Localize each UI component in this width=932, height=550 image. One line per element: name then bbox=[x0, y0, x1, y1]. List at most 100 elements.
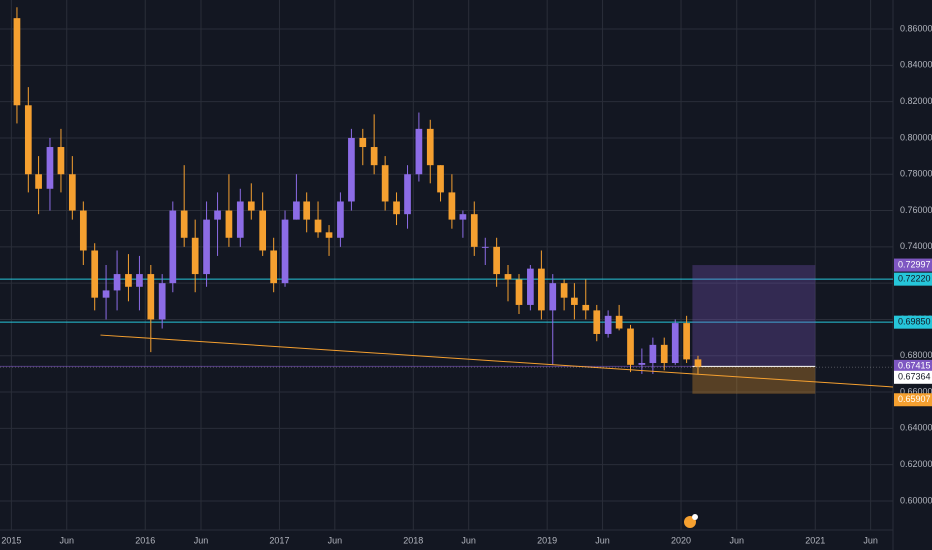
candle-body bbox=[136, 274, 143, 287]
candle bbox=[527, 265, 534, 311]
x-tick-label: 2019 bbox=[537, 535, 557, 545]
candle-body bbox=[527, 268, 534, 305]
candle-body bbox=[214, 210, 221, 220]
y-tick-label: 0.66000 bbox=[900, 386, 932, 396]
x-tick-label: 2021 bbox=[805, 535, 825, 545]
candle-body bbox=[314, 219, 322, 233]
x-tick-label: Jun bbox=[863, 535, 878, 545]
trendline bbox=[100, 334, 894, 388]
candle bbox=[147, 265, 155, 353]
candle-body bbox=[649, 344, 657, 364]
candle bbox=[694, 355, 702, 374]
candle-body bbox=[281, 219, 289, 284]
candle bbox=[325, 225, 333, 256]
candle-body bbox=[79, 210, 87, 251]
candle-body bbox=[381, 165, 389, 202]
candle-body bbox=[683, 323, 690, 360]
candle bbox=[415, 112, 423, 182]
candle bbox=[125, 254, 132, 302]
candle bbox=[459, 210, 467, 238]
candle bbox=[259, 192, 267, 256]
candle-body bbox=[57, 147, 65, 175]
y-tick-label: 0.60000 bbox=[900, 495, 932, 505]
x-tick-label: Jun bbox=[328, 535, 343, 545]
candle bbox=[571, 283, 578, 320]
candle-body bbox=[560, 283, 568, 298]
candle bbox=[225, 174, 233, 247]
candle-body bbox=[694, 359, 702, 367]
candle-body bbox=[158, 283, 166, 320]
candle-body bbox=[604, 315, 612, 334]
candle bbox=[671, 319, 679, 365]
candle bbox=[348, 128, 355, 211]
candle bbox=[404, 165, 411, 229]
candle bbox=[493, 237, 500, 287]
stop-label: 0.65907 bbox=[898, 394, 931, 404]
candle bbox=[214, 192, 221, 256]
stop-label-bg bbox=[894, 393, 932, 407]
candle-body bbox=[293, 201, 300, 220]
x-tick-label: 2020 bbox=[671, 535, 691, 545]
candle-body bbox=[91, 250, 99, 298]
candle-body bbox=[582, 304, 590, 311]
candle bbox=[683, 315, 690, 364]
candle-body bbox=[481, 246, 489, 248]
target-label-bg bbox=[894, 258, 932, 272]
candle-body bbox=[359, 137, 367, 148]
entry-label: 0.67415 bbox=[898, 361, 931, 371]
candle-body bbox=[459, 214, 467, 220]
candle-body bbox=[325, 232, 333, 238]
candle bbox=[604, 310, 612, 338]
candle bbox=[191, 219, 199, 293]
candle-body bbox=[348, 137, 355, 202]
candle bbox=[504, 265, 512, 302]
logo bbox=[684, 514, 698, 528]
candle bbox=[68, 156, 76, 220]
candle-body bbox=[426, 128, 434, 166]
candle bbox=[79, 201, 87, 265]
candle-body bbox=[169, 210, 177, 284]
candle-body bbox=[24, 105, 32, 175]
candle-body bbox=[415, 128, 423, 175]
candle bbox=[638, 348, 646, 374]
last-price-label: 0.67364 bbox=[898, 372, 931, 382]
candle-body bbox=[337, 201, 344, 238]
x-tick-label: Jun bbox=[59, 535, 74, 545]
candle-body bbox=[113, 274, 121, 291]
candle-body bbox=[35, 174, 42, 189]
candle bbox=[281, 210, 289, 287]
candle bbox=[91, 243, 99, 311]
candle bbox=[381, 156, 389, 211]
candle bbox=[57, 128, 65, 193]
candle-body bbox=[660, 344, 668, 364]
candle-body bbox=[671, 323, 679, 364]
candle bbox=[102, 265, 110, 320]
y-tick-label: 0.82000 bbox=[900, 96, 932, 106]
candle-body bbox=[147, 274, 155, 320]
candle bbox=[593, 304, 601, 342]
candle bbox=[582, 279, 590, 320]
candle bbox=[24, 87, 32, 193]
candle-body bbox=[404, 174, 411, 215]
candle bbox=[538, 250, 545, 320]
y-tick-label: 0.78000 bbox=[900, 169, 932, 179]
candle-body bbox=[493, 246, 500, 275]
position-stop-zone bbox=[692, 366, 816, 394]
candle-body bbox=[270, 250, 278, 284]
candle-body bbox=[191, 237, 199, 275]
candle bbox=[560, 279, 568, 311]
candle bbox=[13, 7, 21, 124]
y-tick-label: 0.64000 bbox=[900, 423, 932, 433]
candle-body bbox=[448, 192, 456, 220]
candle bbox=[35, 156, 42, 215]
candle bbox=[46, 137, 54, 211]
position-target-zone bbox=[692, 265, 816, 367]
y-tick-label: 0.76000 bbox=[900, 205, 932, 215]
candle bbox=[180, 165, 188, 247]
candle bbox=[627, 324, 634, 373]
y-tick-label: 0.84000 bbox=[900, 60, 932, 70]
candle bbox=[393, 192, 400, 226]
candle-body bbox=[180, 210, 188, 238]
